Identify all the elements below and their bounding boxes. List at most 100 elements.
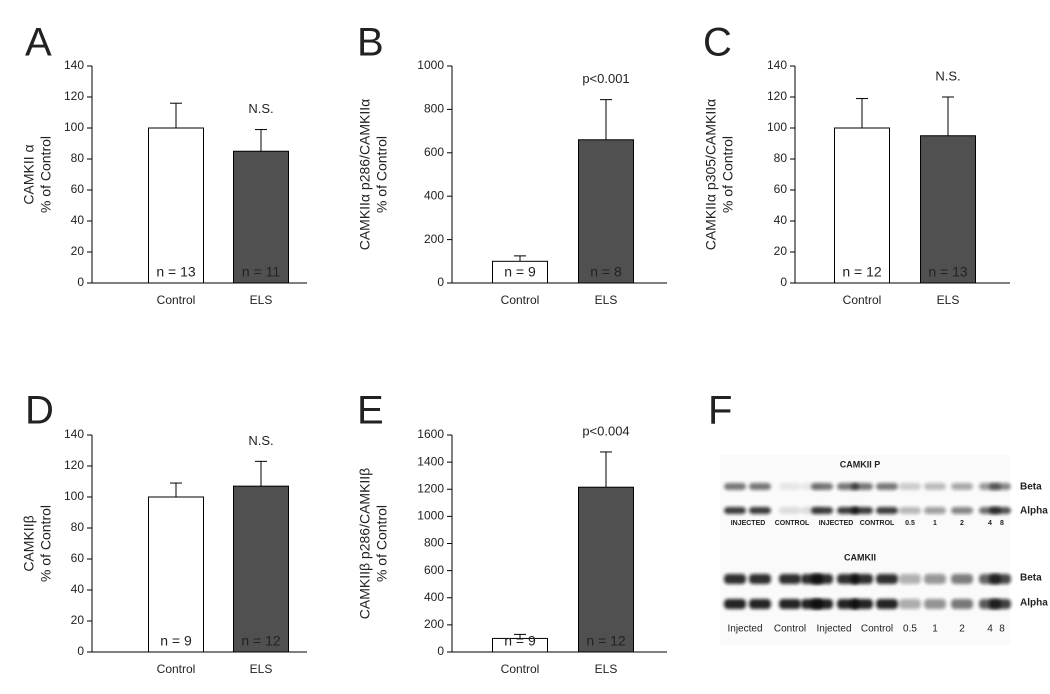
blot-band <box>749 507 771 514</box>
lane-label: 2 <box>960 520 964 527</box>
blot-band <box>851 599 873 609</box>
bar <box>492 637 548 653</box>
blot-band <box>779 599 801 609</box>
y-tick-label: 60 <box>774 182 788 196</box>
blot-band <box>749 599 771 609</box>
y-tick-label: 80 <box>71 151 85 165</box>
y-tick-label: 400 <box>424 590 444 604</box>
y-tick-label: 600 <box>424 145 444 159</box>
blot-band <box>779 574 801 584</box>
band-label: Alpha <box>1020 598 1048 609</box>
bar <box>578 486 634 653</box>
band-label: Beta <box>1020 482 1042 493</box>
lane-label: INJECTED <box>731 520 766 527</box>
blot-band <box>876 599 898 609</box>
lane-label: 4 <box>988 520 992 527</box>
y-tick-label: 0 <box>437 644 444 658</box>
blot-band <box>724 574 746 584</box>
blot-band <box>951 574 973 584</box>
panel-letter: B <box>357 21 384 65</box>
lane-label: Control <box>861 624 893 635</box>
bar <box>920 135 976 284</box>
blot-band <box>811 574 833 584</box>
blot-band <box>899 507 921 514</box>
x-tick-label: Control <box>843 293 882 307</box>
annotation: p<0.001 <box>582 71 629 86</box>
blot-band <box>876 574 898 584</box>
y-tick-label: 20 <box>71 613 85 627</box>
blot-band <box>851 483 873 490</box>
blot-band <box>811 483 833 490</box>
blot-band <box>924 483 946 490</box>
blot-band <box>924 507 946 514</box>
bar <box>233 485 289 653</box>
blot-band <box>899 574 921 584</box>
y-tick-label: 140 <box>64 427 84 441</box>
blot-band <box>779 483 801 490</box>
lane-label: Injected <box>727 624 762 635</box>
y-tick-label: 0 <box>437 275 444 289</box>
y-tick-label: 800 <box>424 102 444 116</box>
blot-band <box>989 483 1011 490</box>
bar-label: n = 9 <box>504 633 536 649</box>
blot-band <box>724 507 746 514</box>
y-tick-label: 800 <box>424 536 444 550</box>
blot-band <box>724 599 746 609</box>
y-tick-label: 140 <box>767 58 787 72</box>
lane-label: CONTROL <box>775 520 810 527</box>
bar-label: n = 9 <box>160 633 192 649</box>
panel-letter: F <box>708 389 732 433</box>
x-tick-label: ELS <box>595 662 618 676</box>
blot-title: CAMKII P <box>840 459 881 469</box>
lane-label: Injected <box>816 624 851 635</box>
blot-band <box>989 599 1011 609</box>
y-tick-label: 40 <box>71 582 85 596</box>
y-tick-label: 140 <box>64 58 84 72</box>
y-axis-label: CAMKIIα p286/CAMKIIα <box>357 99 373 251</box>
annotation: N.S. <box>248 433 273 448</box>
bar-label: n = 8 <box>590 264 622 280</box>
y-tick-label: 0 <box>780 275 787 289</box>
blot-band <box>951 599 973 609</box>
band-label: Alpha <box>1020 506 1048 517</box>
x-tick-label: Control <box>501 293 540 307</box>
y-tick-label: 1000 <box>417 58 444 72</box>
y-tick-label: 80 <box>774 151 788 165</box>
panel-letter: E <box>357 389 384 433</box>
blot-band <box>851 574 873 584</box>
panel-letter: A <box>25 21 52 65</box>
y-tick-label: 120 <box>64 89 84 103</box>
bar-label: n = 11 <box>242 264 280 280</box>
x-tick-label: Control <box>157 293 196 307</box>
y-axis-label: % of Control <box>374 136 390 213</box>
y-tick-label: 0 <box>77 644 84 658</box>
bar <box>492 260 548 284</box>
y-axis-label: CAMKIIβ p286/CAMKIIβ <box>357 468 373 619</box>
y-tick-label: 20 <box>71 244 85 258</box>
annotation: N.S. <box>248 101 273 116</box>
y-tick-label: 40 <box>71 213 85 227</box>
y-tick-label: 1600 <box>417 427 444 441</box>
lane-label: 8 <box>999 624 1005 635</box>
blot-band <box>924 574 946 584</box>
blot-band <box>876 483 898 490</box>
lane-label: INJECTED <box>819 520 854 527</box>
band-label: Beta <box>1020 573 1042 584</box>
y-tick-label: 0 <box>77 275 84 289</box>
y-tick-label: 100 <box>64 489 84 503</box>
y-tick-label: 20 <box>774 244 788 258</box>
blot-band <box>899 599 921 609</box>
bar-label: n = 12 <box>241 633 281 649</box>
y-tick-label: 80 <box>71 520 85 534</box>
blot-band <box>924 599 946 609</box>
blot-band <box>724 483 746 490</box>
blot-band <box>851 507 873 514</box>
bar-label: n = 13 <box>928 264 968 280</box>
lane-label: 0.5 <box>905 520 915 527</box>
blot-band <box>749 483 771 490</box>
panel-letter: D <box>25 389 54 433</box>
y-tick-label: 1000 <box>417 509 444 523</box>
lane-label: CONTROL <box>860 520 895 527</box>
lane-label: 1 <box>933 520 937 527</box>
